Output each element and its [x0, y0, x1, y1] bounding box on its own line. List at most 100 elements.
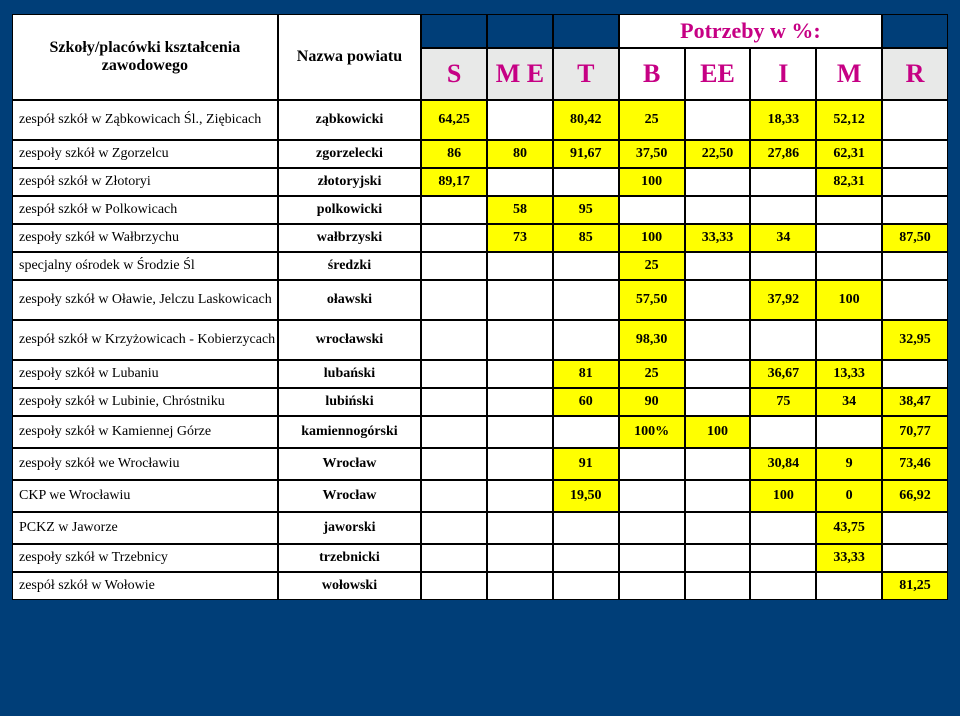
row-powiat: jaworski [278, 512, 421, 544]
row-powiat: oławski [278, 280, 421, 320]
cell-ME [487, 280, 553, 320]
row-name: zespoły szkół w Wałbrzychu [12, 224, 278, 252]
cell-S [421, 320, 487, 360]
cell-T [553, 280, 619, 320]
cell-S [421, 224, 487, 252]
header-blank-t [553, 14, 619, 48]
cell-M: 100 [816, 280, 882, 320]
cell-T: 95 [553, 196, 619, 224]
row-powiat: kamiennogórski [278, 416, 421, 448]
cell-B: 90 [619, 388, 685, 416]
cell-T: 91 [553, 448, 619, 480]
row-name: zespół szkół w Krzyżowicach - Kobierzyca… [12, 320, 278, 360]
cell-I: 37,92 [750, 280, 816, 320]
table-row: CKP we WrocławiuWrocław19,50100066,92 [12, 480, 948, 512]
cell-I: 75 [750, 388, 816, 416]
cell-I [750, 168, 816, 196]
cell-B: 100 [619, 168, 685, 196]
table-row: PCKZ w Jaworzejaworski43,75 [12, 512, 948, 544]
cell-S: 64,25 [421, 100, 487, 140]
cell-M [816, 416, 882, 448]
cell-I [750, 512, 816, 544]
cell-ME [487, 252, 553, 280]
row-name: zespoły szkół w Trzebnicy [12, 544, 278, 572]
col-header-M: M [816, 48, 882, 100]
cell-I [750, 572, 816, 600]
cell-T: 19,50 [553, 480, 619, 512]
cell-EE [685, 388, 751, 416]
cell-T [553, 252, 619, 280]
col-header-ME: M E [487, 48, 553, 100]
col-header-T: T [553, 48, 619, 100]
row-name: zespoły szkół w Kamiennej Górze [12, 416, 278, 448]
row-name: zespół szkół w Wołowie [12, 572, 278, 600]
cell-S [421, 280, 487, 320]
cell-S [421, 544, 487, 572]
cell-B: 98,30 [619, 320, 685, 360]
cell-R [882, 512, 948, 544]
cell-R [882, 360, 948, 388]
row-name: CKP we Wrocławiu [12, 480, 278, 512]
cell-M [816, 572, 882, 600]
col-header-EE: EE [685, 48, 751, 100]
cell-T [553, 416, 619, 448]
cell-B: 100 [619, 224, 685, 252]
row-powiat: ząbkowicki [278, 100, 421, 140]
cell-EE [685, 512, 751, 544]
row-name: zespoły szkół w Oławie, Jelczu Laskowica… [12, 280, 278, 320]
cell-EE [685, 448, 751, 480]
cell-T: 85 [553, 224, 619, 252]
cell-I: 100 [750, 480, 816, 512]
cell-B: 25 [619, 360, 685, 388]
cell-I: 27,86 [750, 140, 816, 168]
row-name: zespoły szkół w Zgorzelcu [12, 140, 278, 168]
table-row: zespoły szkół w Wałbrzychuwałbrzyski7385… [12, 224, 948, 252]
cell-EE: 33,33 [685, 224, 751, 252]
cell-EE [685, 320, 751, 360]
cell-EE [685, 196, 751, 224]
cell-M: 9 [816, 448, 882, 480]
cell-S [421, 572, 487, 600]
row-powiat: wołowski [278, 572, 421, 600]
cell-ME [487, 168, 553, 196]
cell-ME [487, 360, 553, 388]
row-powiat: polkowicki [278, 196, 421, 224]
table-row: zespoły szkół w Trzebnicytrzebnicki33,33 [12, 544, 948, 572]
cell-R [882, 544, 948, 572]
col-header-S: S [421, 48, 487, 100]
row-name: zespół szkół w Ząbkowicach Śl., Ziębicac… [12, 100, 278, 140]
row-powiat: Wrocław [278, 480, 421, 512]
col-header-R: R [882, 48, 948, 100]
cell-R: 32,95 [882, 320, 948, 360]
cell-M: 62,31 [816, 140, 882, 168]
cell-S [421, 360, 487, 388]
table-row: specjalny ośrodek w Środzie Ślśredzki25 [12, 252, 948, 280]
table-row: zespoły szkół w Lubinie, Chróstnikulubiń… [12, 388, 948, 416]
cell-EE: 100 [685, 416, 751, 448]
row-powiat: zgorzelecki [278, 140, 421, 168]
cell-ME: 80 [487, 140, 553, 168]
cell-S [421, 512, 487, 544]
cell-B: 100% [619, 416, 685, 448]
row-name: zespoły szkół we Wrocławiu [12, 448, 278, 480]
row-powiat: lubiński [278, 388, 421, 416]
cell-EE: 22,50 [685, 140, 751, 168]
cell-S [421, 252, 487, 280]
cell-B: 25 [619, 252, 685, 280]
cell-R [882, 100, 948, 140]
cell-R: 66,92 [882, 480, 948, 512]
cell-ME [487, 448, 553, 480]
col-header-powiat: Nazwa powiatu [278, 14, 421, 100]
cell-B [619, 512, 685, 544]
cell-I [750, 252, 816, 280]
cell-I [750, 320, 816, 360]
cell-T [553, 512, 619, 544]
cell-T: 81 [553, 360, 619, 388]
cell-M: 33,33 [816, 544, 882, 572]
table-row: zespoły szkół w Lubaniulubański812536,67… [12, 360, 948, 388]
cell-ME [487, 388, 553, 416]
cell-R [882, 252, 948, 280]
row-name: specjalny ośrodek w Środzie Śl [12, 252, 278, 280]
cell-S: 86 [421, 140, 487, 168]
row-name: zespół szkół w Polkowicach [12, 196, 278, 224]
